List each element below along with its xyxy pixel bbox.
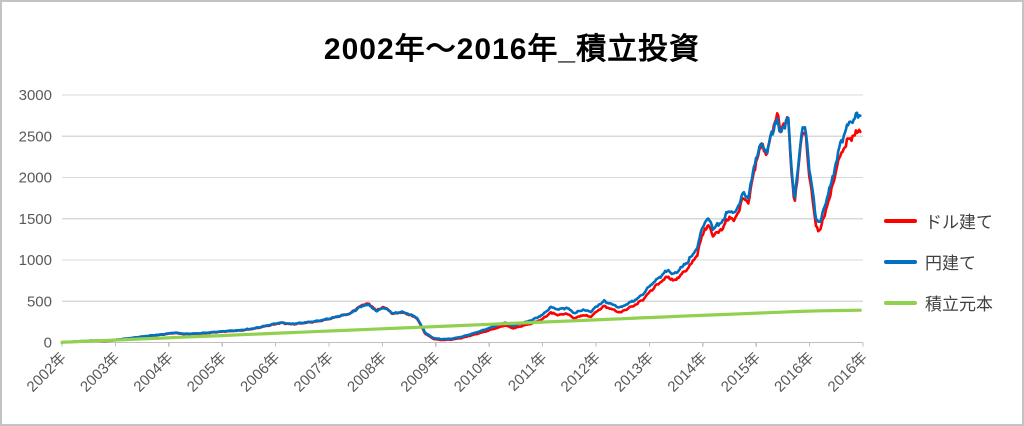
svg-text:3000: 3000 bbox=[19, 87, 52, 104]
svg-text:2002年: 2002年 bbox=[24, 349, 70, 395]
legend-item-principal: 積立元本 bbox=[884, 282, 993, 323]
svg-text:1000: 1000 bbox=[19, 252, 52, 269]
svg-text:2009年: 2009年 bbox=[397, 349, 443, 395]
svg-text:0: 0 bbox=[44, 335, 52, 352]
svg-text:2011年: 2011年 bbox=[505, 349, 550, 394]
svg-text:2012年: 2012年 bbox=[558, 349, 604, 395]
svg-text:2016年: 2016年 bbox=[825, 349, 871, 395]
svg-text:2003年: 2003年 bbox=[77, 349, 123, 395]
chart-title: 2002年～2016年_積立投資 bbox=[323, 33, 701, 66]
svg-text:2010年: 2010年 bbox=[451, 349, 497, 395]
svg-text:2013年: 2013年 bbox=[611, 349, 657, 395]
svg-text:2005年: 2005年 bbox=[184, 349, 230, 395]
svg-text:2014年: 2014年 bbox=[664, 349, 710, 395]
svg-text:2015年: 2015年 bbox=[718, 349, 764, 395]
legend-item-dollar: ドル建て bbox=[884, 200, 993, 241]
svg-text:2500: 2500 bbox=[19, 128, 52, 145]
svg-text:2008年: 2008年 bbox=[344, 349, 390, 395]
legend-swatch-principal bbox=[884, 300, 917, 305]
legend-item-yen: 円建て bbox=[884, 241, 993, 282]
svg-text:2000: 2000 bbox=[19, 170, 52, 187]
svg-text:2004年: 2004年 bbox=[130, 349, 176, 395]
legend-label-dollar: ドル建て bbox=[925, 213, 993, 232]
svg-text:1500: 1500 bbox=[19, 211, 52, 228]
legend-swatch-yen bbox=[884, 259, 917, 264]
legend-label-principal: 積立元本 bbox=[925, 295, 993, 314]
svg-text:2007年: 2007年 bbox=[291, 349, 337, 395]
svg-text:500: 500 bbox=[27, 293, 52, 310]
chart-legend: ドル建て 円建て 積立元本 bbox=[884, 200, 993, 323]
legend-swatch-dollar bbox=[884, 218, 917, 223]
legend-label-yen: 円建て bbox=[925, 254, 976, 273]
svg-text:2006年: 2006年 bbox=[237, 349, 283, 395]
svg-text:2016年: 2016年 bbox=[771, 349, 817, 395]
